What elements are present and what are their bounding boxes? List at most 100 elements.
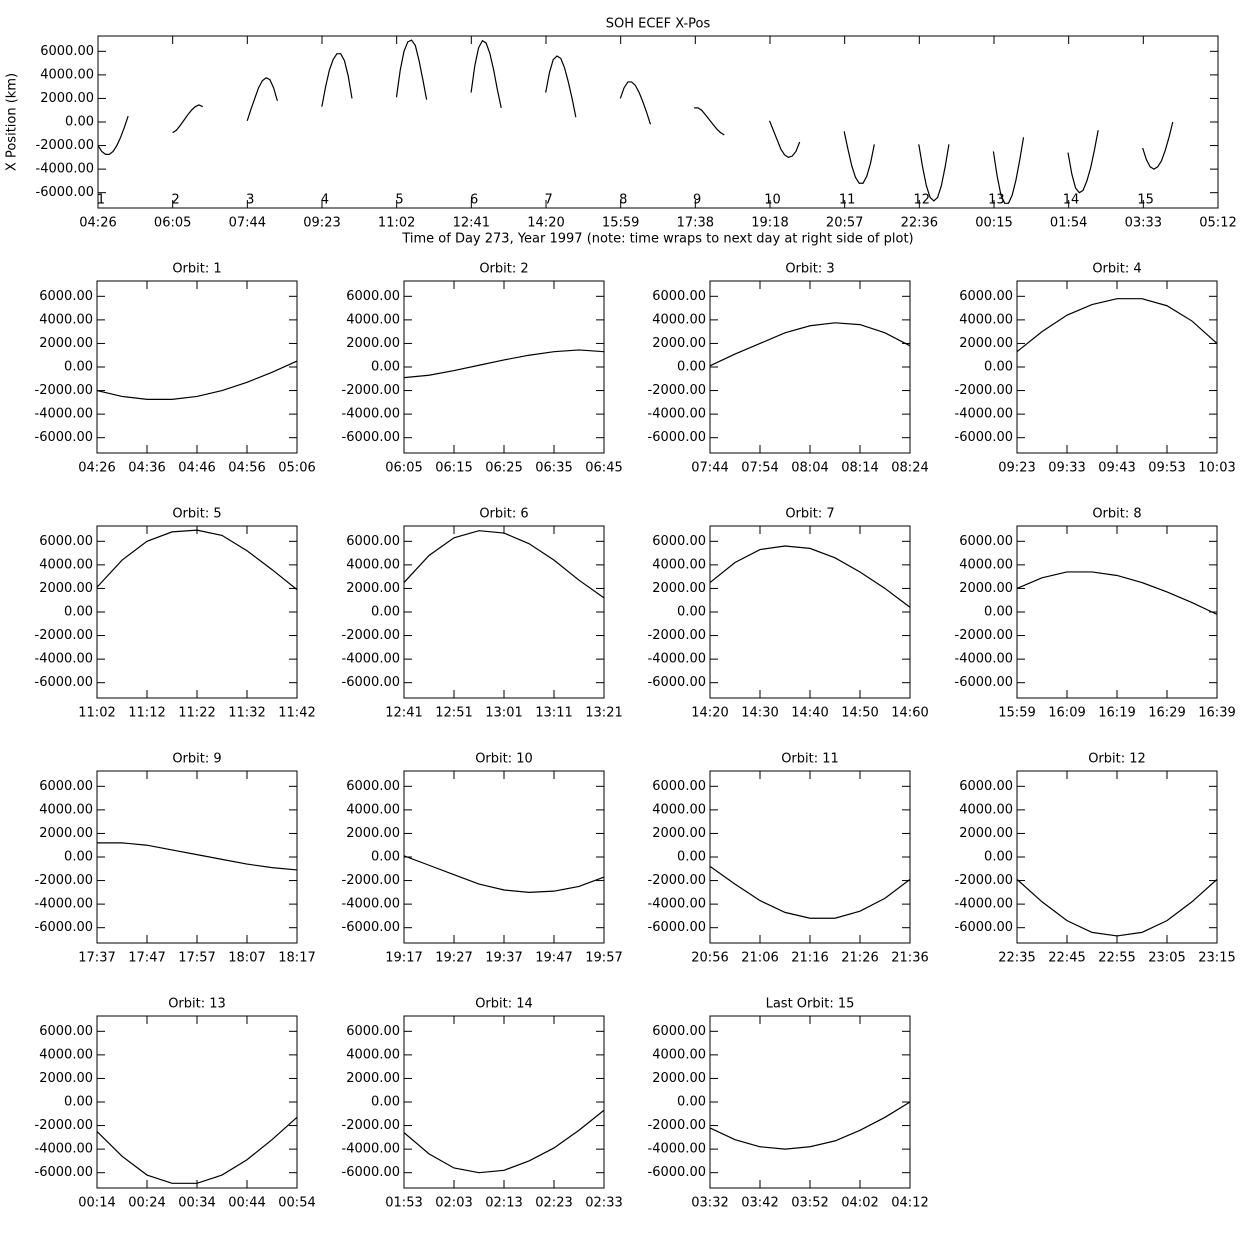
y-tick-label: -4000.00 (35, 1142, 93, 1157)
x-tick-label: 20:57 (826, 216, 863, 231)
series-line (619, 81, 652, 125)
series-line (321, 53, 353, 107)
panel-title: Orbit: 9 (172, 752, 221, 767)
y-tick-label: -4000.00 (35, 652, 93, 667)
y-tick-label: 2000.00 (652, 1071, 706, 1086)
series-line (172, 104, 204, 134)
y-tick-label: -6000.00 (648, 1165, 706, 1180)
y-tick-label: 0.00 (677, 605, 706, 620)
y-tick-label: 4000.00 (346, 312, 400, 327)
plot-frame (403, 770, 605, 944)
y-axis-label: X Position (km) (5, 73, 20, 171)
orbit-label: 11 (839, 193, 856, 208)
x-tick-label: 15:59 (998, 706, 1035, 721)
x-tick-label: 19:18 (751, 216, 788, 231)
x-tick-label: 03:42 (741, 1196, 778, 1211)
x-tick-label: 04:26 (79, 216, 116, 231)
y-tick-label: -6000.00 (955, 920, 1013, 935)
orbit-label: 7 (545, 193, 553, 208)
x-tick-label: 18:17 (278, 951, 315, 966)
x-tick-label: 00:14 (78, 1196, 115, 1211)
y-tick-label: 6000.00 (959, 289, 1013, 304)
y-tick-label: 4000.00 (346, 1047, 400, 1062)
y-tick-label: 2000.00 (39, 1071, 93, 1086)
x-tick-label: 09:23 (303, 216, 340, 231)
x-tick-label: 04:36 (128, 461, 165, 476)
y-tick-label: 4000.00 (40, 67, 94, 82)
series-line (1067, 130, 1099, 194)
orbit-label: 2 (171, 193, 179, 208)
y-tick-label: 6000.00 (346, 534, 400, 549)
panel-title: Orbit: 12 (1088, 752, 1146, 767)
y-tick-label: 6000.00 (346, 289, 400, 304)
x-tick-label: 23:15 (1198, 951, 1235, 966)
orbit-label: 1 (97, 193, 105, 208)
y-tick-label: 4000.00 (959, 312, 1013, 327)
y-tick-label: 4000.00 (346, 802, 400, 817)
x-tick-label: 01:54 (1050, 216, 1087, 231)
y-tick-label: 0.00 (371, 850, 400, 865)
y-tick-label: 4000.00 (959, 557, 1013, 572)
x-tick-label: 06:45 (585, 461, 622, 476)
y-tick-label: -6000.00 (35, 920, 93, 935)
y-tick-label: 2000.00 (39, 336, 93, 351)
y-tick-label: 2000.00 (652, 581, 706, 596)
y-tick-label: -4000.00 (35, 897, 93, 912)
x-tick-label: 22:35 (998, 951, 1035, 966)
panel-title: Orbit: 7 (785, 507, 834, 522)
y-tick-label: -4000.00 (648, 407, 706, 422)
x-tick-label: 19:27 (435, 951, 472, 966)
x-tick-label: 11:42 (278, 706, 315, 721)
y-tick-label: 6000.00 (39, 1024, 93, 1039)
x-tick-label: 19:47 (535, 951, 572, 966)
series-line (395, 39, 428, 100)
y-tick-label: 0.00 (65, 115, 94, 130)
x-tick-label: 14:30 (741, 706, 778, 721)
panel-title: Orbit: 11 (781, 752, 839, 767)
y-tick-label: -6000.00 (342, 1165, 400, 1180)
y-tick-label: 2000.00 (346, 581, 400, 596)
series-line (1016, 298, 1218, 353)
x-tick-label: 18:07 (228, 951, 265, 966)
y-tick-label: -4000.00 (648, 1142, 706, 1157)
y-tick-label: 2000.00 (39, 581, 93, 596)
y-tick-label: 6000.00 (652, 534, 706, 549)
y-tick-label: 6000.00 (652, 779, 706, 794)
x-tick-label: 11:02 (378, 216, 415, 231)
x-tick-label: 10:03 (1198, 461, 1235, 476)
x-tick-label: 13:11 (535, 706, 572, 721)
y-tick-label: -6000.00 (342, 675, 400, 690)
series-line (992, 137, 1025, 204)
y-tick-label: -2000.00 (35, 1118, 93, 1133)
y-tick-label: 4000.00 (652, 312, 706, 327)
y-tick-label: 2000.00 (39, 826, 93, 841)
panel-title: Orbit: 14 (475, 997, 533, 1012)
series-line (470, 39, 502, 108)
x-tick-label: 16:39 (1198, 706, 1235, 721)
series-line (96, 1116, 298, 1184)
y-tick-label: 0.00 (984, 605, 1013, 620)
y-tick-label: -4000.00 (342, 1142, 400, 1157)
panel-title: Orbit: 2 (479, 262, 528, 277)
y-tick-label: -2000.00 (342, 383, 400, 398)
x-tick-label: 03:52 (791, 1196, 828, 1211)
x-tick-label: 03:33 (1125, 216, 1162, 231)
y-tick-label: -2000.00 (35, 873, 93, 888)
y-tick-label: 0.00 (677, 360, 706, 375)
y-tick-label: 6000.00 (346, 1024, 400, 1039)
series-line (97, 842, 298, 871)
y-tick-label: 6000.00 (40, 44, 94, 59)
panel-title: Orbit: 10 (475, 752, 533, 767)
orbit-label: 8 (619, 193, 627, 208)
y-tick-label: -6000.00 (342, 920, 400, 935)
orbit-label: 3 (246, 193, 254, 208)
y-tick-label: 6000.00 (39, 534, 93, 549)
series-line (97, 115, 129, 155)
x-tick-label: 17:57 (178, 951, 215, 966)
x-axis-label: Time of Day 273, Year 1997 (note: time w… (401, 232, 913, 247)
y-tick-label: 2000.00 (40, 91, 94, 106)
orbit-label: 9 (693, 193, 701, 208)
y-tick-label: -6000.00 (648, 675, 706, 690)
y-tick-label: -2000.00 (35, 383, 93, 398)
y-tick-label: -6000.00 (648, 920, 706, 935)
